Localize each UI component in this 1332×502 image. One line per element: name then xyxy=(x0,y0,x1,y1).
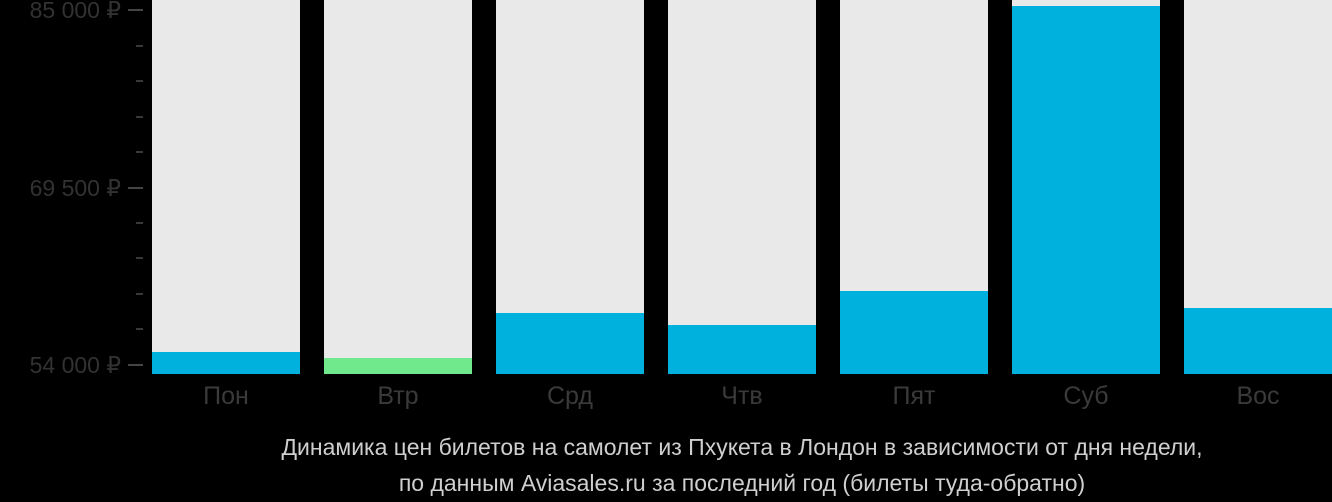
y-axis-tick-label: 69 500 ₽ xyxy=(29,175,121,201)
bar-value-Пон xyxy=(152,352,300,374)
x-axis-label-Вос: Вос xyxy=(1236,382,1280,410)
x-axis-label-Срд: Срд xyxy=(547,382,593,410)
y-axis-tick-minor xyxy=(136,116,143,118)
x-axis-label-Чтв: Чтв xyxy=(721,382,763,410)
y-axis-tick-major xyxy=(128,187,143,189)
y-axis-tick-minor xyxy=(136,293,143,295)
bar-track xyxy=(496,0,644,374)
bar-track xyxy=(152,0,300,374)
bar-value-Втр xyxy=(324,358,472,374)
y-axis-tick-major xyxy=(128,364,143,366)
chart-caption: Динамика цен билетов на самолет из Пхуке… xyxy=(152,429,1332,501)
y-axis-tick-minor xyxy=(136,80,143,82)
y-axis-tick-major xyxy=(128,9,143,11)
y-axis-tick-label: 54 000 ₽ xyxy=(29,352,121,378)
caption-line-1: Динамика цен билетов на самолет из Пхуке… xyxy=(281,434,1203,460)
y-axis-tick-minor xyxy=(136,151,143,153)
y-axis-tick-minor xyxy=(136,45,143,47)
x-axis-label-Суб: Суб xyxy=(1063,382,1109,410)
y-axis-tick-label: 85 000 ₽ xyxy=(29,0,121,23)
y-axis-tick-minor xyxy=(136,222,143,224)
bar-track xyxy=(324,0,472,374)
bar-track xyxy=(668,0,816,374)
bar-value-Срд xyxy=(496,313,644,374)
x-axis-label-Пон: Пон xyxy=(203,382,249,410)
bar-value-Чтв xyxy=(668,325,816,374)
y-axis-tick-minor xyxy=(136,328,143,330)
bar-value-Вос xyxy=(1184,308,1332,374)
x-axis-label-Пят: Пят xyxy=(892,382,936,410)
caption-line-2: по данным Aviasales.ru за последний год … xyxy=(398,470,1086,496)
y-axis-tick-minor xyxy=(136,257,143,259)
bar-value-Пят xyxy=(840,291,988,374)
bar-value-Суб xyxy=(1012,6,1160,374)
x-axis-label-Втр: Втр xyxy=(377,382,419,410)
